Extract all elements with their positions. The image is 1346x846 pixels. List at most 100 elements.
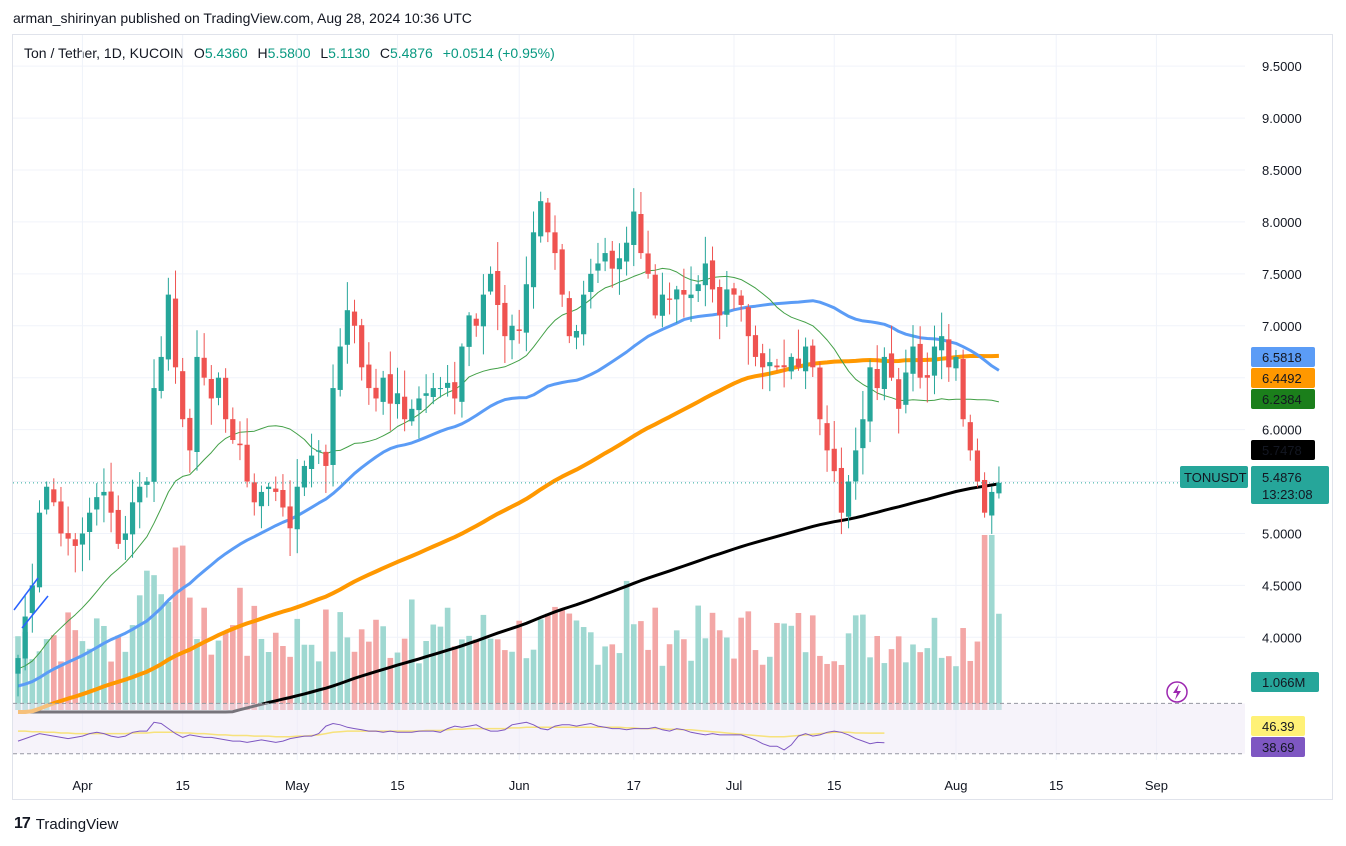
candle-body xyxy=(172,298,179,368)
volume-bar xyxy=(208,654,215,710)
ma-orange-line xyxy=(18,353,999,714)
ma-value-badge-bg xyxy=(1251,440,1315,460)
volume-bar xyxy=(652,607,659,710)
candle-body xyxy=(158,356,164,391)
volume-bar xyxy=(988,535,995,710)
volume-bar xyxy=(473,639,480,710)
volume-bar xyxy=(895,636,902,710)
volume-bar xyxy=(745,611,752,710)
candle-body xyxy=(602,253,608,262)
candle-body xyxy=(215,377,222,398)
candle-body xyxy=(874,369,880,389)
candle-body xyxy=(223,377,229,420)
publish-header: arman_shirinyan published on TradingView… xyxy=(13,10,472,26)
candle-body xyxy=(373,387,379,399)
ma-value-badge: 5.7478 xyxy=(1262,443,1302,458)
volume-bar xyxy=(724,637,730,710)
volume-bar xyxy=(187,597,193,710)
candle-body xyxy=(674,289,680,300)
candle-body xyxy=(946,339,952,368)
candle-body xyxy=(495,271,501,305)
candle-body xyxy=(65,533,71,539)
candle-body xyxy=(51,489,57,503)
volume-bar xyxy=(852,615,859,710)
volume-bar xyxy=(280,646,286,710)
candle-body xyxy=(423,393,429,396)
volume-bar xyxy=(315,661,322,710)
candle-body xyxy=(129,502,136,535)
candle-body xyxy=(409,408,415,422)
volume-bar xyxy=(924,648,931,710)
volume-bar xyxy=(301,644,308,710)
date-tick-label: 17 xyxy=(627,778,641,793)
tradingview-logo-icon[interactable]: 17 xyxy=(14,815,31,832)
volume-bar xyxy=(630,624,637,710)
date-tick-label: Apr xyxy=(72,778,93,793)
volume-bar xyxy=(144,570,150,710)
candle-body xyxy=(989,491,995,516)
volume-bar xyxy=(251,605,258,710)
date-tick-label: 15 xyxy=(175,778,189,793)
candle-body xyxy=(473,318,479,326)
volume-bar xyxy=(645,649,651,710)
candle-body xyxy=(337,346,343,390)
ma-value-badge: 6.5818 xyxy=(1262,350,1302,365)
volume-bar xyxy=(72,630,79,710)
price-tick-label: 8.0000 xyxy=(1262,215,1302,230)
candle-body xyxy=(588,273,594,292)
candle-body xyxy=(387,374,393,404)
volume-bar xyxy=(716,630,723,710)
footer-brand[interactable]: TradingView xyxy=(35,815,119,833)
candle-body xyxy=(359,325,365,368)
volume-bar xyxy=(294,618,301,710)
volume-bar xyxy=(172,547,179,710)
ticker-badge: TONUSDT xyxy=(1184,470,1247,485)
volume-bar xyxy=(860,614,866,710)
close-label: C xyxy=(379,45,390,61)
volume-bar xyxy=(781,623,787,710)
volume-bar xyxy=(996,613,1002,710)
candle-body xyxy=(738,295,744,305)
volume-bar xyxy=(523,658,530,710)
candle-body xyxy=(294,486,300,530)
trendline-lower xyxy=(21,595,49,629)
candle-body xyxy=(595,263,601,271)
symbol-label[interactable]: Ton / Tether, 1D, KUCOIN xyxy=(24,45,185,61)
volume-bar xyxy=(602,646,608,710)
candle-body xyxy=(888,353,895,378)
volume-bar xyxy=(595,664,601,710)
high-label: H xyxy=(257,45,268,61)
volume-bar xyxy=(344,637,351,710)
ma-value-badge-bg xyxy=(1251,347,1315,367)
candle-body xyxy=(22,616,28,659)
candle-body xyxy=(29,585,35,613)
open-value: 5.4360 xyxy=(204,45,248,61)
volume-bar xyxy=(767,656,773,710)
candle-body xyxy=(273,488,279,492)
volume-bar xyxy=(480,614,487,710)
volume-bar xyxy=(673,630,680,710)
candle-body xyxy=(230,419,236,440)
candle-body xyxy=(137,486,143,503)
price-tick-label: 9.5000 xyxy=(1262,59,1302,74)
open-label: O xyxy=(193,45,205,61)
low-value: 5.1130 xyxy=(328,45,370,61)
date-tick-label: Jun xyxy=(509,778,530,793)
volume-bar xyxy=(430,624,437,710)
volume-bar xyxy=(451,646,458,710)
candle-body xyxy=(437,388,444,390)
candle-body xyxy=(151,388,157,482)
volume-bar xyxy=(487,638,494,710)
candle-body xyxy=(552,232,558,254)
volume-bar xyxy=(230,625,236,710)
volume-bar xyxy=(502,650,508,710)
volume-bar xyxy=(373,619,379,710)
candle-body xyxy=(652,274,658,316)
volume-bar xyxy=(817,655,823,710)
candle-body xyxy=(79,533,86,545)
volume-badge-bg xyxy=(1251,672,1319,692)
volume-bar xyxy=(588,632,594,710)
price-tick-label: 4.0000 xyxy=(1262,630,1302,645)
rsi-line xyxy=(17,721,885,751)
